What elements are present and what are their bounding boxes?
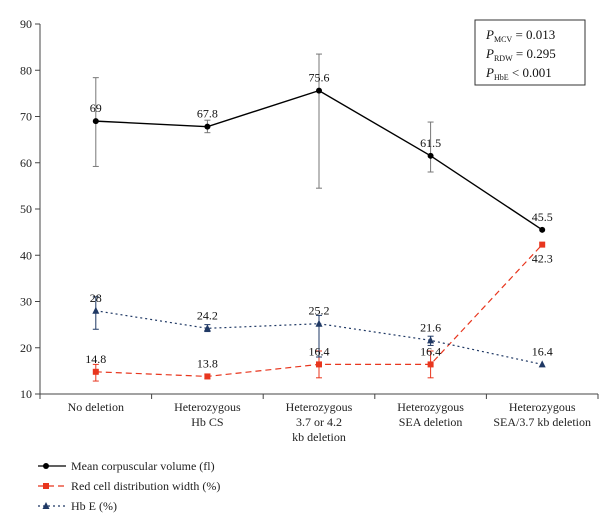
- series-markers: [92, 87, 546, 380]
- legend-marker: [43, 463, 49, 469]
- x-category-label-line: kb deletion: [292, 430, 346, 444]
- p-value-box-border: [474, 19, 586, 86]
- data-label: 67.8: [197, 107, 218, 121]
- legend-label: Mean corpuscular volume (fl): [71, 459, 215, 473]
- p-value-annotation: PMCV = 0.013: [485, 27, 555, 44]
- data-point: [538, 360, 546, 368]
- data-label: 16.4: [309, 344, 330, 358]
- data-point: [316, 87, 322, 94]
- y-tick-label: 20: [20, 341, 32, 355]
- x-category-label-line: Heterozygous: [509, 400, 576, 414]
- y-tick-label: 80: [20, 63, 32, 77]
- data-point: [539, 226, 546, 233]
- y-tick-label: 70: [20, 110, 32, 124]
- data-label: 69: [90, 101, 102, 115]
- data-label: 21.6: [420, 320, 441, 334]
- y-tick-label: 50: [20, 202, 32, 216]
- error-bars: [92, 53, 434, 382]
- legend: Mean corpuscular volume (fl) Red cell dis…: [38, 459, 220, 513]
- y-axis: 10 20 30 40 50 60 70 80 90: [20, 17, 41, 401]
- x-category-label-line: SEA deletion: [399, 415, 463, 429]
- x-category-label-line: Heterozygous: [397, 400, 464, 414]
- data-label: 25.2: [309, 304, 330, 318]
- p-value-annotation: PHbE < 0.001: [485, 65, 552, 82]
- error-bar: [427, 121, 434, 173]
- data-point: [92, 306, 100, 314]
- data-label: 61.5: [420, 136, 441, 150]
- legend-item: Red cell distribution width (%): [38, 479, 220, 493]
- y-tick-label: 10: [20, 387, 32, 401]
- data-label: 24.2: [197, 308, 218, 322]
- data-point: [427, 152, 434, 159]
- y-tick-label: 40: [20, 248, 32, 262]
- x-category-label-line: 3.7 or 4.2: [296, 415, 342, 429]
- data-labels: 69 67.8 75.6 61.5 45.5 14.8 13.8 16.4 16.4 42.3 28…: [85, 71, 552, 371]
- legend-item: Mean corpuscular volume (fl): [38, 459, 215, 473]
- y-tick-label: 60: [20, 156, 32, 170]
- data-label: 13.8: [197, 356, 218, 370]
- p-value-annotation: PRDW = 0.295: [485, 46, 556, 63]
- y-tick-label: 90: [20, 17, 32, 31]
- data-label: 16.4: [420, 344, 441, 358]
- data-point: [427, 336, 435, 344]
- legend-label: Hb E (%): [71, 499, 117, 513]
- series-line: [95, 310, 543, 365]
- data-point: [204, 373, 211, 380]
- x-category-label-line: Hb CS: [191, 415, 223, 429]
- data-point: [315, 319, 323, 327]
- data-point: [427, 361, 434, 368]
- data-label: 14.8: [85, 352, 106, 366]
- x-category-label: No deletion: [68, 400, 124, 414]
- legend-marker: [42, 502, 50, 509]
- y-tick-label: 30: [20, 295, 32, 309]
- x-category-label-line: Heterozygous: [286, 400, 353, 414]
- data-label: 42.3: [532, 252, 553, 266]
- data-point: [92, 118, 99, 125]
- legend-marker: [43, 483, 49, 489]
- x-category-label-line: SEA/3.7 kb deletion: [493, 415, 591, 429]
- data-label: 28: [90, 291, 102, 305]
- data-point: [539, 241, 546, 248]
- data-label: 75.6: [309, 71, 330, 85]
- data-point: [204, 123, 211, 130]
- x-category-label-line: Heterozygous: [174, 400, 241, 414]
- data-point: [316, 361, 322, 368]
- data-point: [203, 324, 211, 332]
- legend-label: Red cell distribution width (%): [71, 479, 220, 493]
- p-value-box: PMCV = 0.013 PRDW = 0.295 PHbE < 0.001: [474, 19, 586, 86]
- legend-item: Hb E (%): [38, 499, 117, 513]
- data-label: 45.5: [532, 210, 553, 224]
- error-bar: [316, 53, 322, 189]
- data-label: 16.4: [532, 344, 553, 358]
- data-point: [92, 368, 99, 375]
- x-category-label-line: No deletion: [68, 400, 124, 414]
